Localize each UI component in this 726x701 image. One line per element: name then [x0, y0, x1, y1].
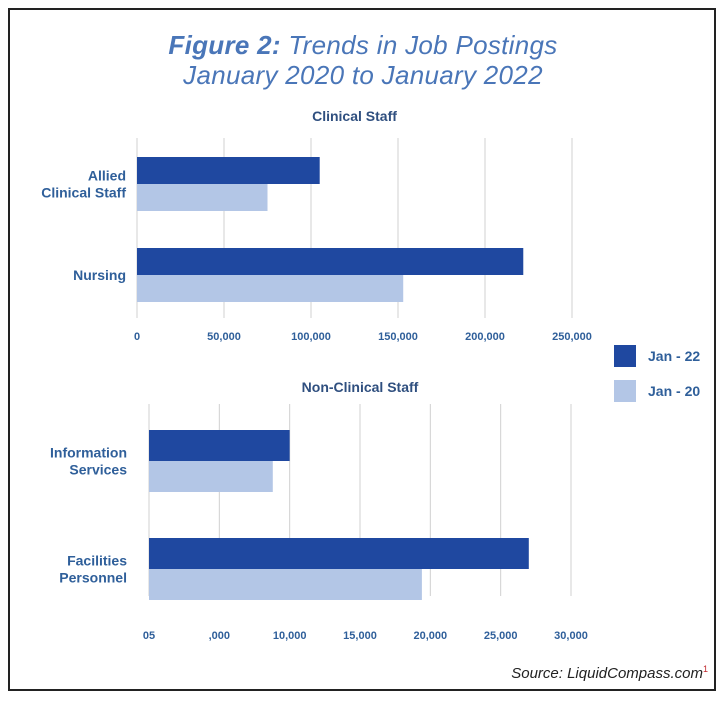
chart2-x-tick-label: 05 — [143, 630, 155, 642]
chart1-x-tick-label: 150,000 — [378, 331, 418, 343]
legend-label: Jan - 22 — [648, 348, 700, 364]
legend-swatch — [614, 380, 636, 402]
source-note: Source: LiquidCompass.com1 — [511, 664, 708, 682]
chart1-title: Clinical Staff — [312, 108, 397, 124]
chart2-bar-jan20 — [149, 461, 273, 492]
chart1-bar-jan20 — [137, 275, 404, 302]
figure-title-line-2: January 2020 to January 2022 — [183, 60, 543, 90]
chart1-bar-jan22 — [137, 157, 320, 184]
figure-label: Figure 2: — [168, 30, 281, 60]
chart2-category-label: Personnel — [59, 570, 127, 586]
chart2-category-label: Facilities — [67, 553, 127, 569]
legend-label: Jan - 20 — [648, 383, 700, 399]
chart2-x-tick-label: ,000 — [209, 630, 230, 642]
source-footnote-marker: 1 — [702, 664, 708, 674]
chart1-category-label: Allied — [88, 168, 126, 184]
chart2-title: Non-Clinical Staff — [302, 379, 419, 395]
chart2-x-tick-label: 10,000 — [273, 630, 307, 642]
chart1-x-tick-label: 50,000 — [207, 331, 241, 343]
chart1-category-label: Clinical Staff — [41, 185, 126, 201]
chart1-bar-jan22 — [137, 248, 524, 275]
legend-swatch — [614, 345, 636, 367]
chart2-bar-jan22 — [149, 430, 290, 461]
chart2-x-tick-label: 25,000 — [484, 630, 518, 642]
chart1-category-label: Nursing — [73, 267, 126, 283]
chart1-x-tick-label: 200,000 — [465, 331, 505, 343]
chart2-x-tick-label: 20,000 — [414, 630, 448, 642]
chart1-x-tick-label: 250,000 — [552, 331, 592, 343]
chart1-bar-jan20 — [137, 184, 268, 211]
chart2-bar-jan22 — [149, 538, 529, 569]
figure-title-line-1: Figure 2: Trends in Job Postings — [0, 30, 726, 61]
chart2-x-tick-label: 15,000 — [343, 630, 377, 642]
chart2-category-label: Services — [69, 462, 127, 478]
figure-title-text: Trends in Job Postings — [280, 30, 558, 60]
chart2-category-label: Information — [50, 445, 127, 461]
source-text: Source: LiquidCompass.com — [511, 665, 703, 682]
chart2-x-tick-label: 30,000 — [554, 630, 588, 642]
chart1-x-tick-label: 100,000 — [291, 331, 331, 343]
chart1-x-tick-label: 0 — [134, 331, 140, 343]
chart2-bar-jan20 — [149, 569, 422, 600]
